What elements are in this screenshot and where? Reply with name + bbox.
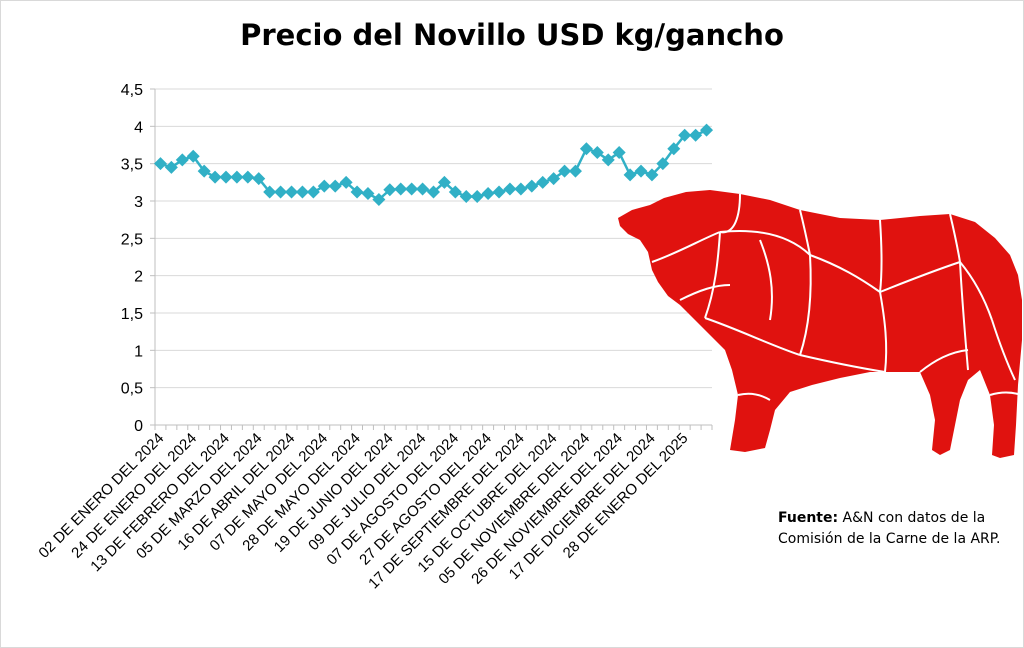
y-tick-label: 2 [134, 269, 143, 286]
data-point [427, 185, 440, 199]
y-tick-label: 1 [134, 343, 143, 360]
data-point [525, 179, 539, 193]
data-point [186, 149, 200, 163]
data-point [623, 168, 637, 182]
y-tick-label: 2,5 [121, 231, 143, 248]
data-point [470, 190, 484, 204]
y-tick-label: 0 [134, 418, 143, 435]
y-tick-label: 3,5 [121, 157, 143, 174]
data-point [350, 185, 364, 199]
data-point [667, 142, 681, 156]
data-point [339, 175, 353, 189]
bull-cut-lines [651, 193, 1019, 401]
data-point [689, 128, 703, 142]
data-point [285, 185, 299, 199]
data-point [317, 179, 331, 193]
data-point [394, 182, 408, 196]
bull-silhouette [618, 190, 1022, 458]
data-point [175, 153, 189, 167]
grid-lines [150, 88, 713, 430]
data-point [656, 157, 670, 171]
data-point [492, 185, 506, 199]
data-point [437, 175, 451, 189]
data-point [503, 182, 517, 196]
data-point [263, 185, 277, 199]
source-label: Fuente: [778, 510, 839, 526]
data-point [328, 179, 342, 193]
data-point [197, 164, 211, 178]
data-point [514, 182, 528, 196]
y-tick-label: 3 [134, 194, 143, 211]
data-point [536, 175, 550, 189]
data-point [208, 170, 222, 184]
data-point [219, 170, 233, 184]
data-point [448, 185, 462, 199]
chart-title: Precio del Novillo USD kg/gancho [240, 18, 784, 52]
y-tick-label: 4,5 [121, 82, 143, 99]
data-point [645, 168, 659, 182]
data-point [252, 172, 266, 186]
data-point [558, 164, 572, 178]
y-tick-label: 1,5 [121, 306, 143, 323]
source-note: Fuente: A&N con datos de la Comisión de … [778, 508, 1018, 550]
bull-icon [618, 190, 1022, 458]
data-point [405, 182, 419, 196]
source-text: A&N con datos de la Comisión de la Carne… [778, 510, 1001, 547]
data-point [295, 185, 309, 199]
data-point [579, 142, 593, 156]
y-tick-label: 4 [134, 119, 143, 136]
data-point [241, 170, 255, 184]
data-point [372, 193, 386, 207]
data-point [164, 160, 178, 174]
y-axis-ticks: 0 0,5 1 1,5 2 2,5 3 3,5 4 4,5 [121, 82, 143, 435]
data-point [700, 123, 714, 137]
data-point [481, 187, 495, 201]
data-point [612, 145, 626, 159]
x-tick-label: 13 DE FEBRERO DEL 2024 [87, 430, 232, 575]
data-point [274, 185, 288, 199]
y-tick-label: 0,5 [121, 381, 143, 398]
data-point [601, 153, 615, 167]
series-precio [153, 123, 714, 207]
data-point [306, 185, 320, 199]
data-point [383, 183, 397, 197]
data-point [634, 164, 648, 178]
data-point [230, 170, 244, 184]
data-point [459, 190, 473, 204]
data-point [153, 157, 167, 171]
data-point [590, 145, 604, 159]
data-point [678, 128, 692, 142]
data-point [568, 164, 582, 178]
data-point [547, 172, 561, 186]
data-point [361, 187, 375, 201]
data-point [416, 182, 430, 196]
